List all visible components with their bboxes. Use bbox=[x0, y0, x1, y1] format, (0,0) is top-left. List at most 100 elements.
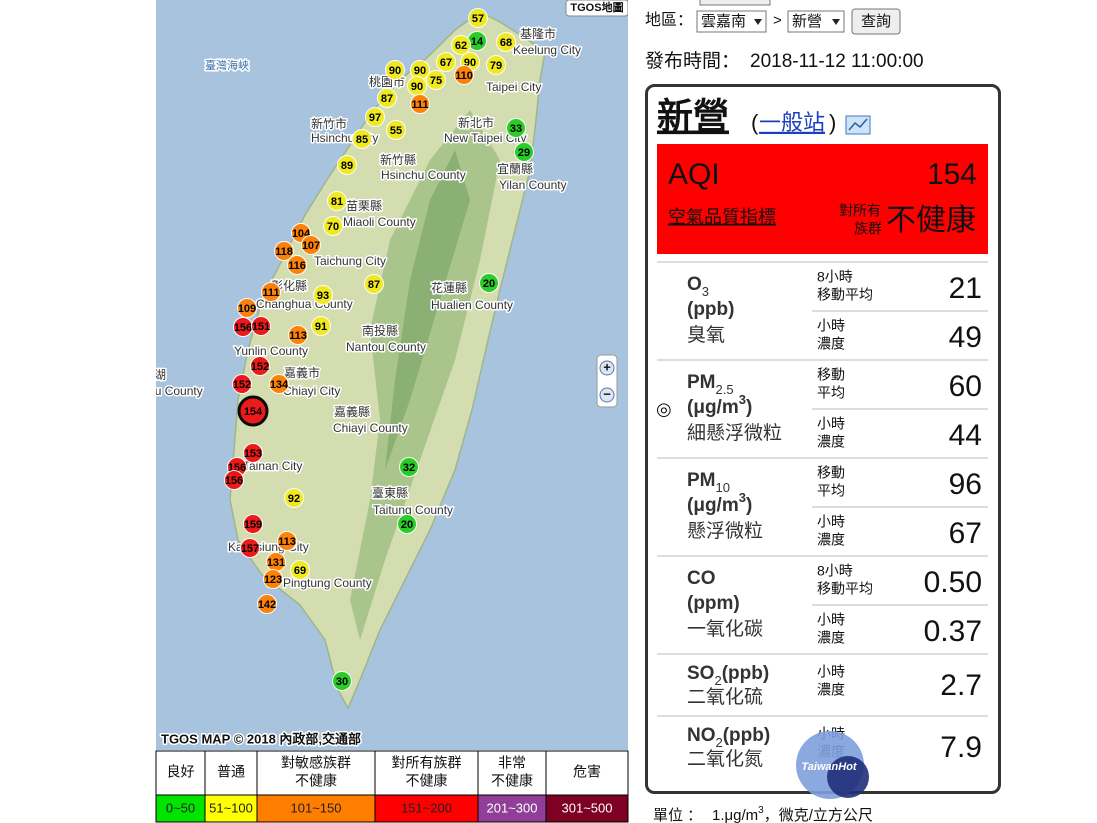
query-button[interactable] bbox=[851, 8, 901, 35]
station-marker[interactable] bbox=[257, 594, 277, 614]
station-marker[interactable] bbox=[269, 374, 289, 394]
station-marker[interactable] bbox=[426, 70, 446, 90]
station-marker[interactable] bbox=[284, 488, 304, 508]
station-value[interactable]: 113 bbox=[278, 536, 296, 548]
station-marker[interactable] bbox=[327, 191, 347, 211]
zoom-out-button[interactable] bbox=[599, 387, 615, 403]
station-marker[interactable] bbox=[287, 255, 307, 275]
station-value[interactable]: 111 bbox=[262, 287, 279, 299]
station-value[interactable]: 79 bbox=[490, 60, 502, 72]
station-value[interactable]: 55 bbox=[390, 125, 402, 137]
station-value[interactable]: 157 bbox=[241, 543, 259, 555]
station-marker[interactable] bbox=[240, 538, 260, 558]
station-marker[interactable] bbox=[301, 235, 321, 255]
station-marker[interactable] bbox=[385, 60, 405, 80]
station-value[interactable]: 62 bbox=[455, 40, 467, 52]
station-value[interactable]: 33 bbox=[510, 123, 522, 135]
aqi-link[interactable]: 空氣品質指標 bbox=[668, 207, 776, 227]
station-value[interactable]: 151 bbox=[252, 321, 270, 333]
station-value[interactable]: 32 bbox=[403, 462, 415, 474]
station-value[interactable]: 89 bbox=[341, 160, 353, 172]
zoom-in-button[interactable] bbox=[599, 360, 615, 376]
station-marker[interactable] bbox=[514, 142, 534, 162]
station-value[interactable]: 69 bbox=[294, 565, 306, 577]
station-marker[interactable] bbox=[506, 118, 526, 138]
station-marker[interactable] bbox=[237, 395, 269, 427]
station-value[interactable]: 152 bbox=[251, 361, 269, 373]
station-marker[interactable] bbox=[250, 356, 270, 376]
station-value[interactable]: 70 bbox=[327, 221, 339, 233]
station-marker[interactable] bbox=[352, 129, 372, 149]
region-select[interactable] bbox=[696, 10, 767, 33]
station-value[interactable]: 116 bbox=[288, 260, 306, 272]
station-value[interactable]: 87 bbox=[381, 93, 393, 105]
station-marker[interactable] bbox=[237, 298, 257, 318]
station-marker[interactable] bbox=[332, 671, 352, 691]
station-value[interactable]: 123 bbox=[264, 574, 282, 586]
station-value[interactable]: 30 bbox=[336, 676, 348, 688]
station-marker[interactable] bbox=[399, 457, 419, 477]
station-value[interactable]: 152 bbox=[233, 379, 251, 391]
station-marker[interactable] bbox=[277, 531, 297, 551]
station-value[interactable]: 新營 bbox=[792, 13, 822, 30]
station-value[interactable]: 107 bbox=[302, 240, 320, 252]
station-marker[interactable] bbox=[224, 470, 244, 490]
station-value[interactable]: 142 bbox=[258, 599, 276, 611]
station-value[interactable]: 131 bbox=[267, 557, 285, 569]
station-value[interactable]: 85 bbox=[356, 134, 368, 146]
station-marker[interactable] bbox=[290, 560, 310, 580]
station-marker[interactable] bbox=[454, 65, 474, 85]
station-value[interactable]: 111 bbox=[411, 99, 428, 111]
station-marker[interactable] bbox=[397, 514, 417, 534]
station-marker[interactable] bbox=[232, 374, 252, 394]
region-value[interactable]: 雲嘉南 bbox=[701, 13, 746, 30]
station-value[interactable]: 156 bbox=[234, 322, 252, 334]
station-marker[interactable] bbox=[436, 52, 456, 72]
station-value[interactable]: 29 bbox=[518, 147, 530, 159]
station-value[interactable]: 159 bbox=[244, 519, 262, 531]
station-marker[interactable] bbox=[274, 241, 294, 261]
station-value[interactable]: 75 bbox=[430, 75, 442, 87]
station-marker[interactable] bbox=[323, 216, 343, 236]
station-marker[interactable] bbox=[410, 94, 430, 114]
station-marker[interactable] bbox=[263, 569, 283, 589]
station-value[interactable]: 113 bbox=[289, 330, 307, 342]
station-marker[interactable] bbox=[251, 316, 271, 336]
station-marker[interactable] bbox=[243, 443, 263, 463]
station-value[interactable]: 68 bbox=[500, 37, 512, 49]
station-value[interactable]: 118 bbox=[275, 246, 293, 258]
station-marker[interactable] bbox=[496, 32, 516, 52]
station-value[interactable]: 87 bbox=[368, 279, 380, 291]
station-value[interactable]: 110 bbox=[455, 70, 473, 82]
station-value[interactable]: 92 bbox=[288, 493, 300, 505]
station-type-link[interactable]: 一般站 bbox=[759, 110, 825, 135]
station-value[interactable]: 154 bbox=[244, 406, 263, 418]
station-value[interactable]: 67 bbox=[440, 57, 452, 69]
top-button[interactable] bbox=[699, 0, 771, 6]
station-value[interactable]: 153 bbox=[244, 448, 262, 460]
station-value[interactable]: 156 bbox=[225, 475, 243, 487]
station-marker[interactable] bbox=[451, 35, 471, 55]
station-select[interactable] bbox=[787, 10, 845, 33]
station-value[interactable]: 90 bbox=[414, 65, 426, 77]
station-value[interactable]: 14 bbox=[471, 36, 484, 48]
station-marker[interactable] bbox=[243, 514, 263, 534]
station-value[interactable]: 20 bbox=[401, 519, 413, 531]
station-marker[interactable] bbox=[364, 274, 384, 294]
station-marker[interactable] bbox=[288, 325, 308, 345]
station-marker[interactable] bbox=[486, 55, 506, 75]
zoom-out[interactable]: − bbox=[603, 386, 611, 401]
station-marker[interactable] bbox=[479, 273, 499, 293]
station-marker[interactable] bbox=[468, 8, 488, 28]
station-marker[interactable] bbox=[311, 316, 331, 336]
station-value[interactable]: 91 bbox=[315, 321, 327, 333]
station-marker[interactable] bbox=[261, 282, 281, 302]
station-value[interactable]: 109 bbox=[238, 303, 256, 315]
zoom-in[interactable]: + bbox=[603, 359, 611, 374]
station-value[interactable]: 93 bbox=[317, 290, 329, 302]
station-value[interactable]: 90 bbox=[389, 65, 401, 77]
query-label[interactable]: 查詢 bbox=[861, 13, 891, 30]
station-marker[interactable] bbox=[313, 285, 333, 305]
station-value[interactable]: 97 bbox=[369, 112, 381, 124]
